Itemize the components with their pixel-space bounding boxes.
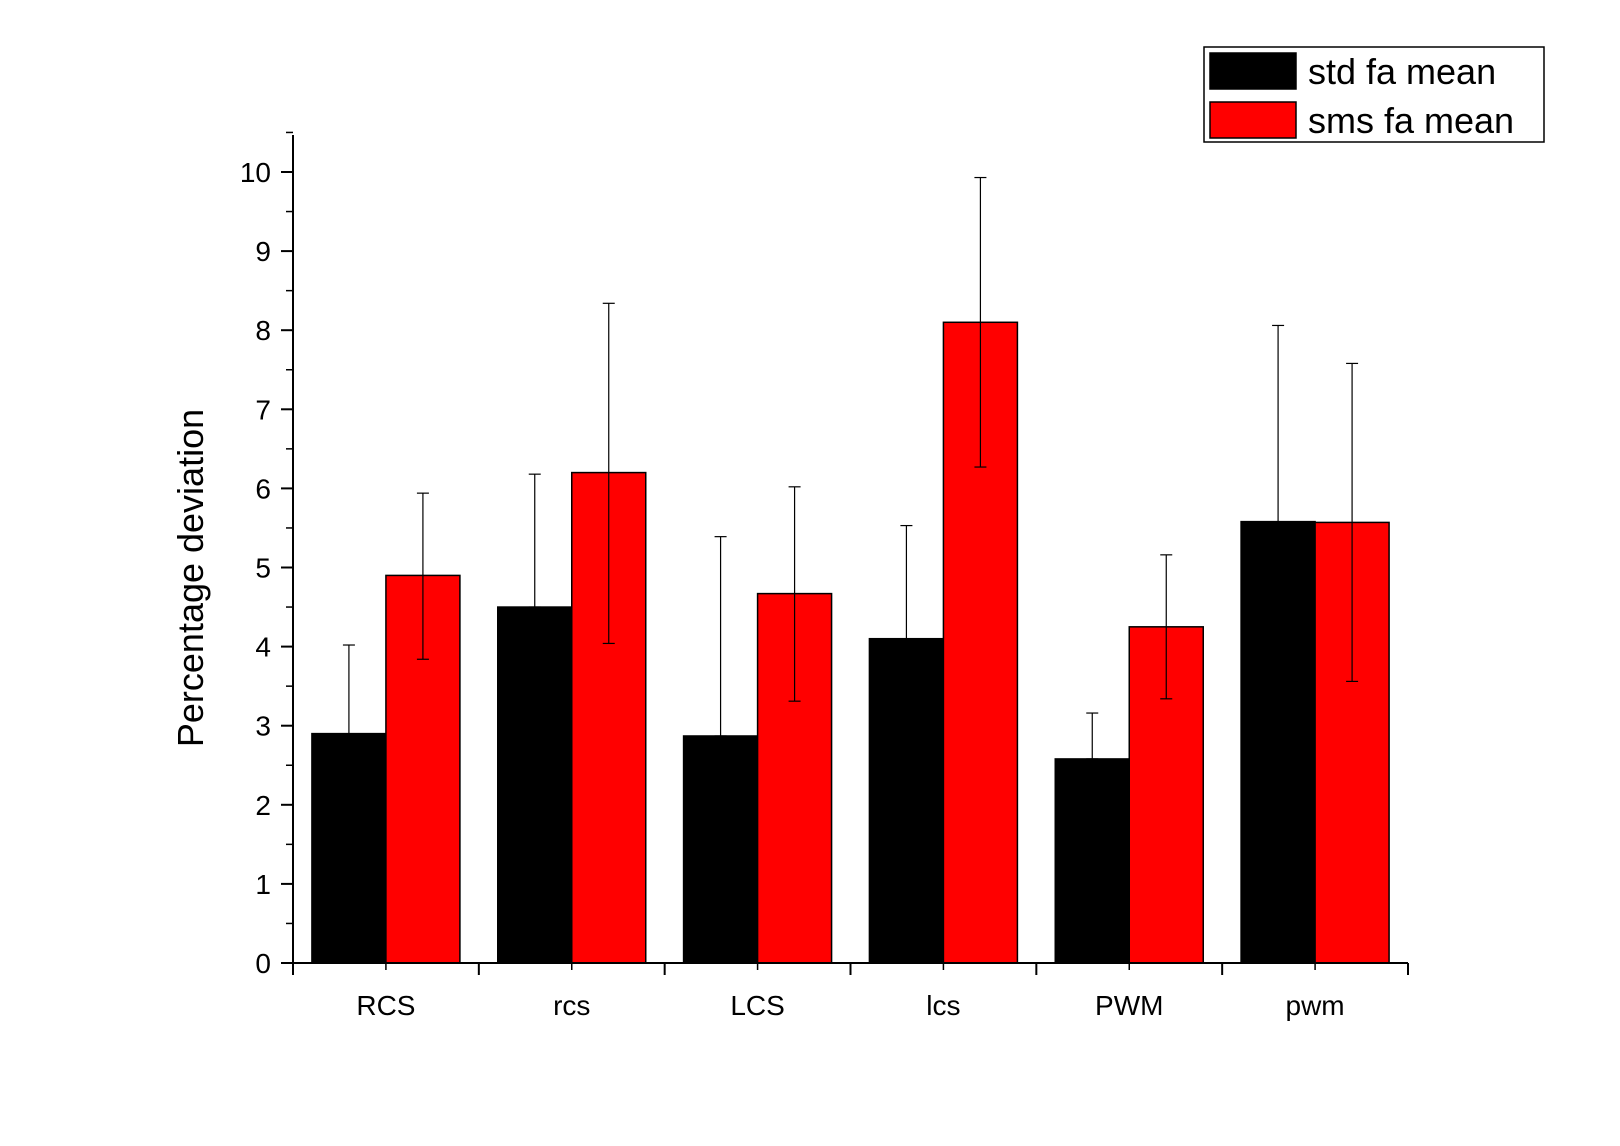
y-tick-label-7: 7	[255, 394, 271, 425]
error-bar-std-fa-mean-rcs	[528, 473, 541, 608]
y-tick-label-2: 2	[255, 790, 271, 821]
y-tick-label-5: 5	[255, 553, 271, 584]
legend-swatch-std-fa-mean	[1209, 52, 1297, 90]
legend-label-std-fa-mean: std fa mean	[1308, 51, 1496, 92]
x-tick-label-lcs: lcs	[926, 990, 960, 1021]
y-tick-label-0: 0	[255, 948, 271, 979]
bar-std-fa-mean-RCS	[311, 732, 387, 964]
error-bar-std-fa-mean-PWM	[1086, 712, 1099, 760]
x-tick-label-rcs: rcs	[553, 990, 590, 1021]
error-bar-std-fa-mean-pwm	[1272, 324, 1285, 523]
y-tick-label-3: 3	[255, 711, 271, 742]
y-tick-label-1: 1	[255, 869, 271, 900]
error-bar-sms-fa-mean-RCS	[416, 492, 429, 660]
legend: std fa mean sms fa mean	[1203, 46, 1545, 143]
bar-std-fa-mean-lcs	[868, 637, 945, 964]
y-axis-title: Percentage deviation	[170, 409, 211, 747]
bar-std-fa-mean-PWM	[1054, 758, 1130, 964]
x-tick-label-PWM: PWM	[1095, 990, 1163, 1021]
y-tick-label-10: 10	[240, 157, 271, 188]
x-tick-label-pwm: pwm	[1286, 990, 1345, 1021]
error-bar-std-fa-mean-RCS	[342, 644, 355, 735]
y-tick-label-4: 4	[255, 632, 271, 663]
bar-std-fa-mean-rcs	[497, 606, 573, 964]
bar-std-fa-mean-LCS	[682, 735, 759, 964]
x-tick-label-RCS: RCS	[356, 990, 415, 1021]
bars-layer	[311, 321, 1390, 964]
legend-label-sms-fa-mean: sms fa mean	[1308, 100, 1514, 141]
error-bar-sms-fa-mean-PWM	[1160, 554, 1173, 700]
legend-swatch-sms-fa-mean	[1209, 101, 1297, 139]
error-bar-sms-fa-mean-lcs	[974, 176, 987, 468]
error-bar-sms-fa-mean-rcs	[602, 302, 615, 645]
y-tick-label-6: 6	[255, 473, 271, 504]
error-bar-sms-fa-mean-pwm	[1346, 362, 1359, 683]
errorbars-layer	[342, 176, 1359, 760]
y-tick-label-8: 8	[255, 315, 271, 346]
axes-layer: RCS rcs LCS lcs PWM pwm 0 1 2 3 4 5 6 7 8 9 10	[240, 131, 1409, 1021]
error-bar-sms-fa-mean-LCS	[788, 486, 801, 702]
error-bar-std-fa-mean-lcs	[900, 524, 913, 640]
y-tick-label-9: 9	[255, 236, 271, 267]
error-bar-std-fa-mean-LCS	[714, 536, 727, 737]
bar-std-fa-mean-pwm	[1240, 520, 1316, 964]
x-tick-label-LCS: LCS	[730, 990, 784, 1021]
